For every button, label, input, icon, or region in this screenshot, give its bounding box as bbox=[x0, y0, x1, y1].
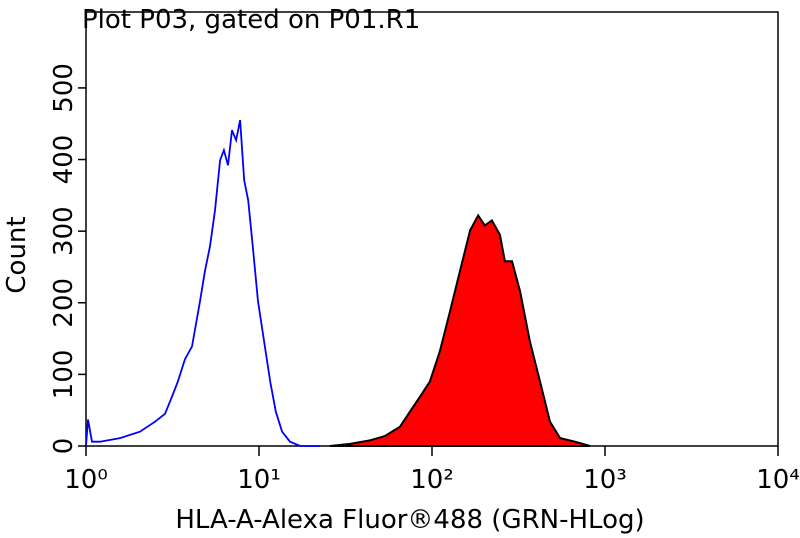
x-tick-label: 10⁰ bbox=[64, 465, 108, 495]
y-tick-label: 500 bbox=[49, 63, 79, 113]
y-tick-label: 200 bbox=[49, 278, 79, 328]
y-tick-label: 400 bbox=[49, 135, 79, 185]
x-tick-label: 10¹ bbox=[237, 465, 281, 495]
y-axis-label: Count bbox=[2, 216, 32, 293]
chart-title: Plot P03, gated on P01.R1 bbox=[82, 5, 420, 35]
y-tick-label: 0 bbox=[49, 438, 79, 455]
x-tick-label: 10⁴ bbox=[756, 465, 800, 495]
y-tick-label: 100 bbox=[49, 350, 79, 400]
histogram-line bbox=[85, 119, 320, 447]
y-tick-label: 300 bbox=[49, 206, 79, 256]
x-tick-label: 10² bbox=[410, 465, 454, 495]
x-axis-label: HLA-A-Alexa Fluor®488 (GRN-HLog) bbox=[175, 505, 644, 535]
histogram-area bbox=[329, 213, 591, 447]
x-tick-label: 10³ bbox=[583, 465, 627, 495]
